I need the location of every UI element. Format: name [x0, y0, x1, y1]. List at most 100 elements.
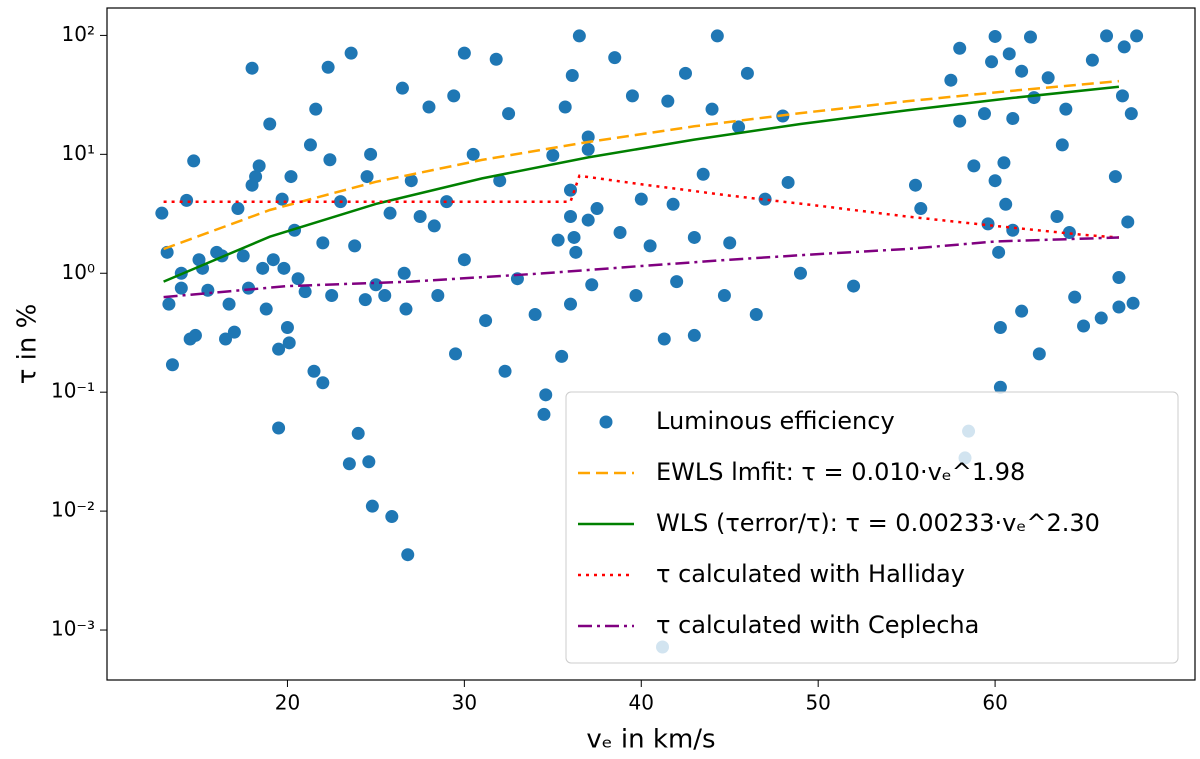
data-point — [1094, 311, 1108, 325]
data-point — [793, 266, 807, 280]
data-point — [567, 230, 581, 244]
data-point — [369, 278, 383, 292]
data-point — [581, 142, 595, 156]
data-point — [537, 407, 551, 421]
data-point — [1062, 226, 1076, 240]
data-point — [222, 297, 236, 311]
data-point — [466, 147, 480, 161]
data-point — [666, 197, 680, 211]
data-point — [401, 548, 415, 562]
data-point — [1002, 47, 1016, 61]
data-point — [440, 195, 454, 209]
data-point — [1077, 319, 1091, 333]
data-point — [847, 279, 861, 293]
data-point — [413, 210, 427, 224]
x-tick-label: 30 — [452, 691, 477, 715]
data-point — [431, 289, 445, 303]
data-point — [272, 421, 286, 435]
data-point — [740, 66, 754, 80]
data-point — [280, 320, 294, 334]
y-axis-label: τ in % — [13, 304, 43, 385]
data-point — [696, 167, 710, 181]
data-point — [188, 328, 202, 342]
data-point — [323, 153, 337, 167]
data-point — [1032, 347, 1046, 361]
data-point — [162, 297, 176, 311]
x-tick-label: 60 — [982, 691, 1007, 715]
data-point — [362, 455, 376, 469]
x-tick-label: 40 — [629, 691, 654, 715]
data-point — [1027, 91, 1041, 105]
y-tick-label: 10² — [62, 22, 95, 46]
data-point — [1015, 304, 1029, 318]
data-point — [360, 170, 374, 184]
data-point — [422, 100, 436, 114]
data-point — [1112, 271, 1126, 285]
data-point — [348, 239, 362, 253]
data-point — [397, 266, 411, 280]
data-point — [1041, 71, 1055, 85]
data-point — [967, 159, 981, 173]
data-point — [245, 61, 259, 75]
data-point — [564, 183, 578, 197]
data-point — [249, 170, 263, 184]
data-point — [944, 73, 958, 87]
data-point — [723, 236, 737, 250]
data-point — [316, 236, 330, 250]
data-point — [1115, 89, 1129, 103]
data-point — [908, 178, 922, 192]
data-point — [449, 347, 463, 361]
data-point — [993, 380, 1007, 394]
y-tick-label: 10⁻³ — [51, 617, 95, 641]
y-tick-label: 10⁻¹ — [51, 379, 95, 403]
data-point — [758, 192, 772, 206]
data-point — [629, 289, 643, 303]
data-point — [993, 320, 1007, 334]
data-point — [155, 206, 169, 220]
data-point — [291, 272, 305, 286]
data-point — [498, 364, 512, 378]
data-point — [634, 192, 648, 206]
data-point — [678, 66, 692, 80]
data-point — [732, 120, 746, 134]
plot-frame — [106, 7, 1196, 681]
data-point — [321, 60, 335, 74]
data-point — [277, 261, 291, 275]
data-point — [781, 175, 795, 189]
data-point — [705, 102, 719, 116]
legend-label: Luminous efficiency — [656, 407, 895, 435]
legend-box — [565, 391, 1179, 664]
data-point — [447, 89, 461, 103]
data-point — [1055, 138, 1069, 152]
data-point — [282, 336, 296, 350]
data-point — [236, 249, 250, 263]
data-point — [546, 148, 560, 162]
data-point — [551, 233, 565, 247]
y-tick-label: 10¹ — [62, 141, 95, 165]
legend-marker — [599, 415, 613, 429]
data-point — [997, 156, 1011, 170]
data-point — [1059, 102, 1073, 116]
data-point — [992, 245, 1006, 259]
data-point — [298, 285, 312, 299]
data-point — [564, 210, 578, 224]
data-point — [272, 342, 286, 356]
data-point — [953, 114, 967, 128]
data-point — [1085, 53, 1099, 67]
data-point — [749, 307, 763, 321]
data-point — [502, 107, 516, 121]
fit-line — [163, 174, 1119, 239]
data-point — [999, 197, 1013, 211]
data-point — [1015, 64, 1029, 78]
x-axis-label: vₑ in km/s — [586, 725, 715, 755]
data-point — [1117, 40, 1131, 54]
data-point — [643, 239, 657, 253]
data-point — [687, 328, 701, 342]
data-point — [988, 174, 1002, 188]
data-point — [358, 293, 372, 307]
data-point — [953, 41, 967, 55]
x-tick-label: 20 — [275, 691, 300, 715]
data-point — [585, 278, 599, 292]
data-point — [717, 289, 731, 303]
data-point — [1050, 210, 1064, 224]
